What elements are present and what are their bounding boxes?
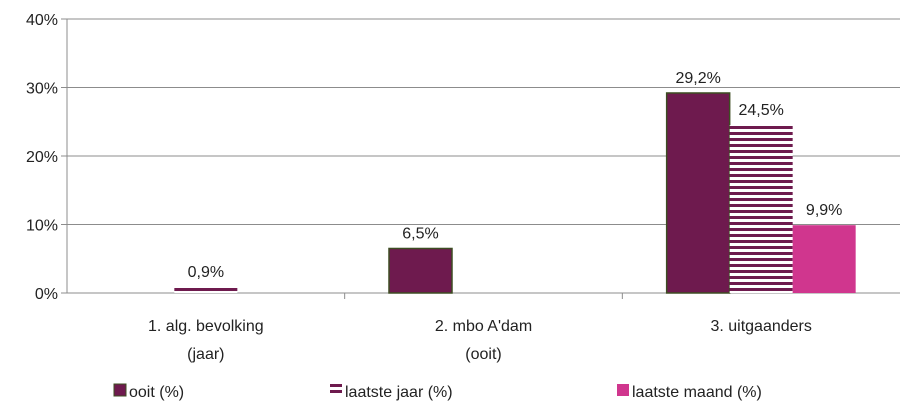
bar <box>665 92 731 294</box>
data-label: 6,5% <box>402 225 438 242</box>
x-tick-label: 2. mbo A'dam <box>435 318 532 335</box>
legend-swatch <box>330 384 342 396</box>
y-tick-label: 30% <box>26 81 58 98</box>
y-tick-label: 20% <box>26 149 58 166</box>
data-label: 29,2% <box>675 70 720 87</box>
y-tick-label: 40% <box>26 12 58 29</box>
legend-label: ooit (%) <box>129 384 184 401</box>
data-label: 9,9% <box>806 202 842 219</box>
legend-swatch <box>617 384 629 396</box>
bar <box>388 247 453 294</box>
legend-swatch <box>113 383 127 397</box>
x-tick-label: 3. uitgaanders <box>710 318 811 335</box>
x-tick-label: (jaar) <box>187 346 224 363</box>
legend: ooit (%) laatste jaar (%) laatste maand (%… <box>113 383 762 401</box>
legend-label: laatste maand (%) <box>632 384 762 401</box>
x-tick-label: (ooit) <box>465 346 501 363</box>
data-label: 24,5% <box>738 102 783 119</box>
data-label: 0,9% <box>188 264 224 281</box>
axes: 0% 10% 20% 30% 40% 1. alg. bevolking (jaar) 2. … <box>26 12 900 363</box>
bar <box>174 286 238 293</box>
bar <box>792 225 856 293</box>
bars <box>174 92 856 294</box>
legend-label: laatste jaar (%) <box>345 384 453 401</box>
y-tick-label: 0% <box>35 286 58 303</box>
y-tick-label: 10% <box>26 218 58 235</box>
data-labels: 6,5% 29,2% 0,9% 24,5% 9,9% <box>188 70 843 281</box>
bar <box>729 125 793 293</box>
x-tick-label: 1. alg. bevolking <box>148 318 264 335</box>
